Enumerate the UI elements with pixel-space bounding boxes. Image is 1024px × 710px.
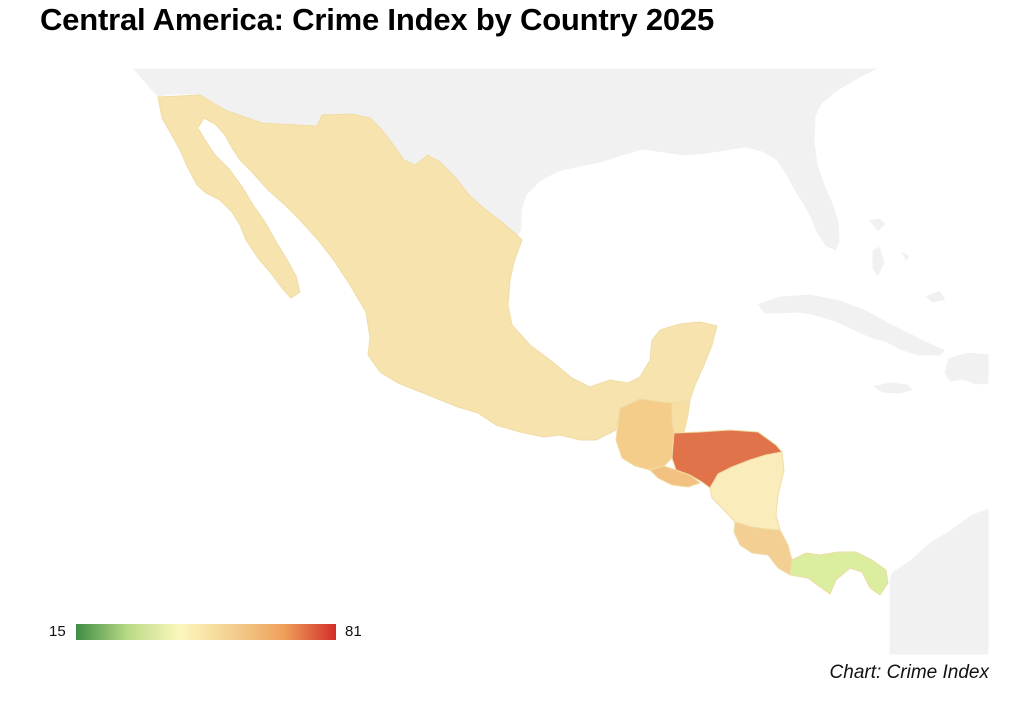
background-land [130,67,990,656]
belize-region[interactable] [671,399,691,434]
country-shapes [157,94,889,596]
el-salvador-region[interactable] [649,465,701,488]
panama-region[interactable] [789,551,889,596]
hispaniola-land [943,351,990,386]
cuba-land [756,293,947,357]
nicaragua-region[interactable] [709,451,785,531]
source-caption: Chart: Crime Index [829,662,989,683]
jamaica-land [870,381,915,395]
south-america-land [888,507,990,656]
mexico-region[interactable] [157,94,718,441]
costa-rica-region[interactable] [733,521,793,576]
guatemala-region[interactable] [615,398,689,471]
page-title: Central America: Crime Index by Country … [40,2,715,37]
bahamas-land [867,217,947,304]
